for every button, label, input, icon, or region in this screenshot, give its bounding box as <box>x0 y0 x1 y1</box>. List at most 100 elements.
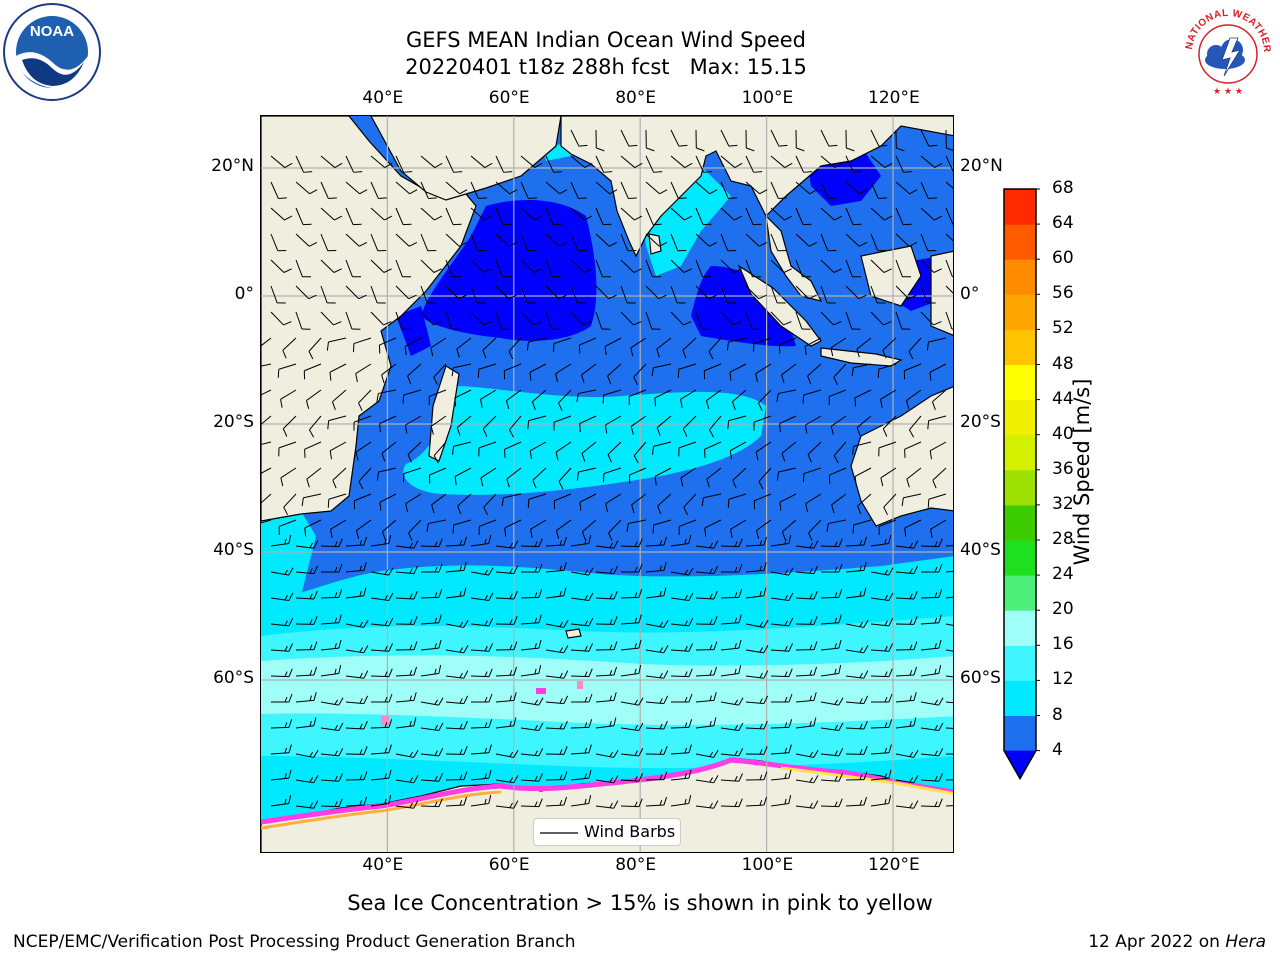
wind-barb <box>545 311 561 330</box>
wind-barb <box>482 415 497 437</box>
wind-barb <box>445 233 468 247</box>
wind-barb <box>795 800 819 809</box>
wind-band-16-20 <box>261 655 953 725</box>
australia-land <box>850 386 953 527</box>
wind-barb <box>795 565 819 575</box>
wind-barb <box>445 619 469 628</box>
wind-barb <box>695 233 718 247</box>
wind-barb <box>445 771 468 781</box>
wind-barb <box>795 616 818 625</box>
legend-line-icon <box>540 832 578 834</box>
wind-barb <box>320 798 343 808</box>
wind-barb <box>670 719 693 729</box>
wind-barb <box>426 519 447 532</box>
cape-wind-area <box>261 511 316 606</box>
wind-barb <box>895 775 919 784</box>
wind-barb <box>820 589 843 599</box>
wind-barb <box>320 748 344 757</box>
footer-host: Hera <box>1225 932 1266 952</box>
wind-barb <box>920 614 942 625</box>
wind-barb <box>345 311 361 330</box>
wind-barb <box>670 259 692 273</box>
top-lon-tick: 120°E <box>868 88 920 108</box>
wind-barb <box>270 769 292 781</box>
wind-barb <box>495 540 519 549</box>
wind-barb <box>305 389 322 409</box>
wind-barb <box>581 441 597 462</box>
wind-barb <box>278 441 297 457</box>
wind-barb <box>645 129 655 152</box>
wind-barb <box>877 363 897 378</box>
wind-barb <box>353 415 372 431</box>
wind-barb <box>730 519 747 538</box>
wind-barb <box>378 337 397 354</box>
wind-barb <box>428 467 447 484</box>
wind-barb <box>727 415 747 430</box>
wind-barb <box>645 619 669 628</box>
wind-barb <box>854 389 872 407</box>
wind-barb <box>895 692 917 703</box>
wind-barb <box>604 337 622 355</box>
wind-barb <box>920 129 938 147</box>
wind-barb <box>595 666 618 677</box>
top-lon-tick: 60°E <box>488 88 530 108</box>
colorbar-swatch <box>1004 329 1036 365</box>
colorbar-tick: 56 <box>1052 283 1074 304</box>
wind-barb <box>407 363 422 385</box>
wind-barb <box>620 285 636 304</box>
wind-barb <box>920 665 942 677</box>
sea-ice-edge <box>261 681 953 830</box>
wind-barb <box>370 311 392 326</box>
wind-barb <box>553 493 572 510</box>
wind-barb <box>620 538 643 548</box>
wind-barb <box>945 181 953 195</box>
wind-barb <box>920 748 944 757</box>
wind-barb <box>895 565 919 575</box>
wind-barb <box>645 181 668 195</box>
nws-logo: NATIONAL WEATHER SERVICE ★ ★ ★ <box>1174 0 1278 102</box>
wind-barb <box>345 645 369 654</box>
wind-barb <box>270 155 293 169</box>
wind-barb <box>553 415 572 431</box>
wind-barb <box>770 285 786 304</box>
wind-barb <box>570 668 593 678</box>
wind-barb <box>645 796 668 807</box>
wind-barb <box>470 719 493 729</box>
wind-barb <box>520 589 543 599</box>
wind-barb <box>353 337 372 353</box>
wind-barb <box>678 519 697 535</box>
wind-barb <box>270 207 293 221</box>
wind-barb <box>320 233 337 252</box>
wind-barb <box>804 337 822 355</box>
wind-barb <box>878 519 897 535</box>
wind-barb <box>495 207 512 226</box>
wind-barb <box>595 565 619 575</box>
wind-barb <box>882 337 897 359</box>
subtropical-wind-belt <box>403 386 766 495</box>
top-lon-tick: 80°E <box>615 88 657 108</box>
wind-barb <box>308 415 322 438</box>
wind-barb <box>595 259 611 278</box>
svg-text:★ ★ ★: ★ ★ ★ <box>1213 87 1243 97</box>
wind-barb <box>270 181 287 199</box>
wind-barb <box>895 207 912 226</box>
wind-barb <box>470 744 492 755</box>
wind-barb <box>595 775 619 784</box>
right-lat-tick: 0° <box>960 284 980 304</box>
wind-barb <box>670 592 694 602</box>
wind-barb <box>633 363 647 386</box>
wind-barb <box>870 233 887 252</box>
wind-barb <box>470 668 493 678</box>
wind-barb <box>670 535 692 547</box>
wind-barb <box>395 181 418 195</box>
wind-barb <box>880 467 897 487</box>
wind-barb <box>470 618 494 627</box>
wind-barb <box>327 415 347 430</box>
wind-barb <box>845 720 868 730</box>
colorbar-under-extension <box>1004 750 1036 779</box>
wind-barb <box>670 129 688 147</box>
wind-barb <box>904 519 922 537</box>
wind-barb <box>645 746 668 755</box>
wind-barb <box>570 567 594 576</box>
wind-barb <box>345 155 363 173</box>
